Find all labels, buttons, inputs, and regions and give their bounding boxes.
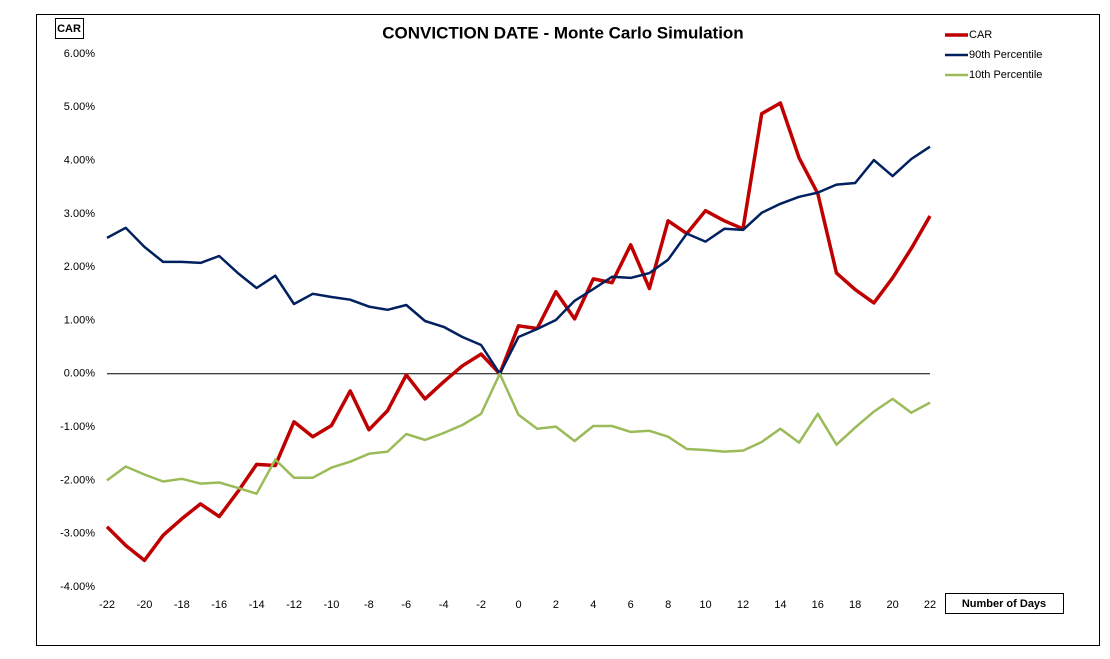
x-tick-label: -12 <box>286 599 302 611</box>
legend-label: 90th Percentile <box>969 49 1042 61</box>
series-line <box>106 145 931 376</box>
series-line <box>105 101 932 563</box>
x-tick-label: -20 <box>136 599 152 611</box>
y-tick-label: -1.00% <box>60 421 95 433</box>
x-tick-label: -8 <box>364 599 374 611</box>
x-tick-label: -2 <box>476 599 486 611</box>
x-axis-label: Number of Days <box>962 598 1046 610</box>
x-label-box <box>945 593 1064 614</box>
x-tick-label: -4 <box>439 599 449 611</box>
y-tick-label: -2.00% <box>60 474 95 486</box>
legend-label: 10th Percentile <box>969 69 1042 81</box>
x-tick-label: -16 <box>211 599 227 611</box>
y-tick-label: 5.00% <box>64 101 95 113</box>
y-tick-label: 2.00% <box>64 261 95 273</box>
y-tick-label: 1.00% <box>64 314 95 326</box>
x-tick-label: 14 <box>774 599 786 611</box>
y-tick-label: -3.00% <box>60 528 95 540</box>
x-tick-label: 2 <box>553 599 559 611</box>
x-tick-label: 22 <box>924 599 936 611</box>
chart-title: CONVICTION DATE - Monte Carlo Simulation <box>382 23 743 42</box>
y-tick-label: 6.00% <box>64 48 95 60</box>
x-tick-label: -6 <box>401 599 411 611</box>
x-tick-label: 12 <box>737 599 749 611</box>
series-line <box>106 372 931 495</box>
x-tick-label: 16 <box>812 599 824 611</box>
y-label-box <box>55 18 84 39</box>
x-tick-label: 8 <box>665 599 671 611</box>
chart-border <box>36 14 1100 646</box>
x-tick-label: 0 <box>515 599 521 611</box>
y-tick-label: -4.00% <box>60 581 95 593</box>
x-tick-label: -14 <box>249 599 265 611</box>
x-tick-label: -22 <box>99 599 115 611</box>
x-tick-label: 4 <box>590 599 596 611</box>
x-tick-label: -18 <box>174 599 190 611</box>
x-tick-label: 18 <box>849 599 861 611</box>
y-axis-label: CAR <box>57 23 81 35</box>
x-tick-label: 20 <box>886 599 898 611</box>
x-tick-label: -10 <box>324 599 340 611</box>
y-tick-label: 4.00% <box>64 155 95 167</box>
legend-label: CAR <box>969 29 992 41</box>
x-tick-label: 6 <box>628 599 634 611</box>
x-tick-label: 10 <box>699 599 711 611</box>
y-tick-label: 3.00% <box>64 208 95 220</box>
y-tick-label: 0.00% <box>64 368 95 380</box>
